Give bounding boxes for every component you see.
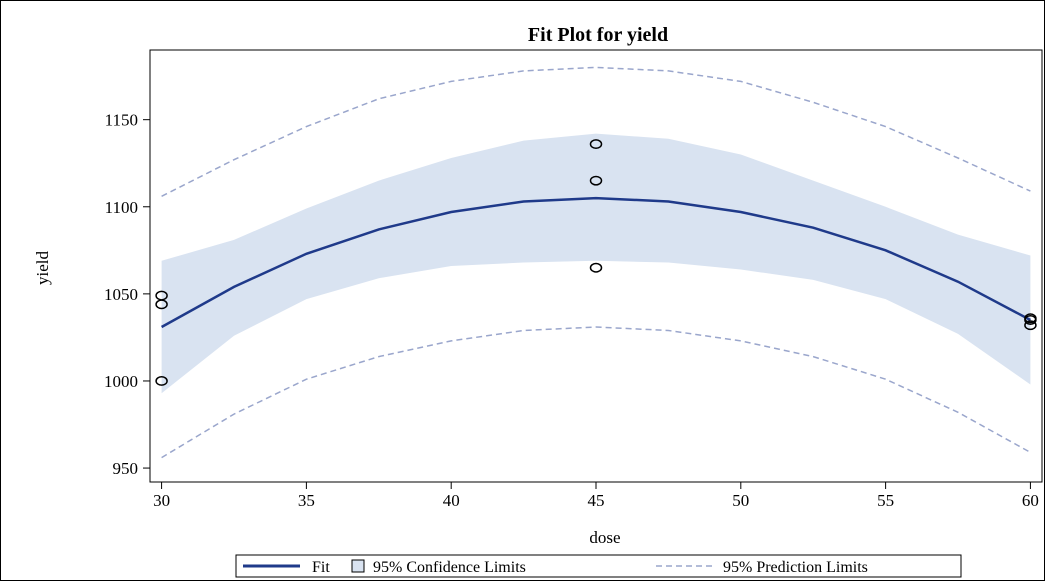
observation-point <box>155 376 168 386</box>
observation-point <box>1024 320 1037 331</box>
y-tick-label: 1000 <box>104 372 138 391</box>
y-axis-label: yield <box>33 251 52 285</box>
x-tick-label: 60 <box>1022 491 1039 510</box>
legend: Fit 95% Confidence Limits 95% Prediction… <box>235 554 962 578</box>
x-tick-label: 40 <box>443 491 460 510</box>
x-tick-label: 55 <box>877 491 894 510</box>
fit-line <box>160 196 1031 329</box>
y-tick-label: 1050 <box>104 285 138 304</box>
legend-box <box>235 554 962 578</box>
chart-title: Fit Plot for yield <box>528 24 668 46</box>
legend-fit-label: Fit <box>312 559 330 576</box>
x-axis: 30 35 40 45 50 55 60 <box>153 482 1039 510</box>
legend-confidence-label: 95% Confidence Limits <box>373 559 526 576</box>
y-axis: 950 1000 1050 1100 1150 <box>104 111 150 478</box>
prediction-limit-upper <box>161 66 1031 197</box>
legend-confidence-swatch <box>351 559 365 573</box>
observation-point <box>589 139 603 150</box>
plot-area <box>155 66 1037 459</box>
y-tick-label: 1150 <box>105 111 138 130</box>
y-tick-label: 1100 <box>105 198 138 217</box>
x-tick-label: 45 <box>588 491 605 510</box>
confidence-band <box>161 133 1031 394</box>
x-tick-label: 30 <box>153 491 170 510</box>
observation-point <box>155 299 168 310</box>
observation-point <box>589 175 603 186</box>
x-tick-label: 50 <box>732 491 749 510</box>
observation-point <box>589 262 603 273</box>
legend-prediction-label: 95% Prediction Limits <box>723 559 868 576</box>
x-tick-label: 35 <box>298 491 315 510</box>
x-axis-label: dose <box>589 528 620 547</box>
observation-point <box>1024 315 1037 325</box>
prediction-limit-lower <box>161 326 1031 459</box>
y-tick-label: 950 <box>113 459 139 478</box>
